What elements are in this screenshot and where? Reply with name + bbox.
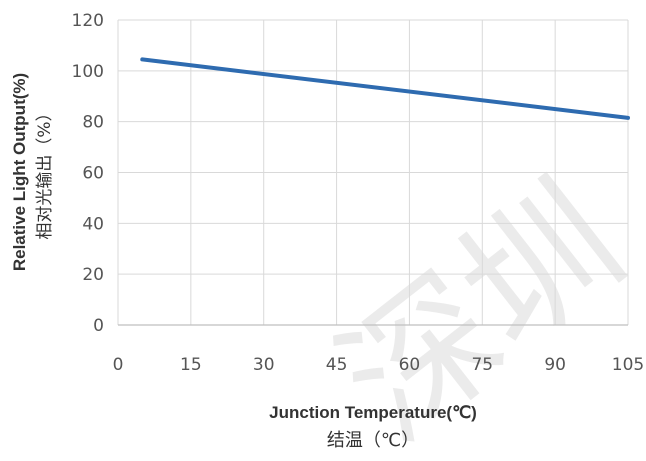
axis-labels: Junction Temperature(℃) 结温（℃） Relative L… (10, 73, 477, 451)
series (140, 57, 630, 120)
x-axis-label: Junction Temperature(℃) (269, 403, 477, 422)
y-tick-label: 20 (82, 265, 104, 285)
y-tick-label: 60 (82, 164, 104, 184)
y-tick-label: 120 (72, 11, 104, 31)
y-axis-label-cn: 相对光输出（%） (35, 104, 55, 239)
x-tick-label: 15 (180, 355, 202, 375)
y-tick-label: 40 (82, 214, 104, 234)
x-tick-label: 90 (544, 355, 566, 375)
x-tick-label: 0 (113, 355, 124, 375)
x-tick-label: 45 (326, 355, 348, 375)
x-tick-label: 105 (612, 355, 644, 375)
grid (117, 19, 629, 325)
x-tick-label: 30 (253, 355, 275, 375)
y-tick-label: 0 (93, 316, 104, 336)
x-tick-label: 60 (399, 355, 421, 375)
x-tick-label: 75 (471, 355, 493, 375)
x-axis-label-cn: 结温（℃） (327, 430, 419, 451)
y-axis-label: Relative Light Output(%) (10, 73, 29, 271)
y-tick-label: 100 (72, 62, 104, 82)
axes: 0 20 40 60 80 100 120 0 15 30 45 60 75 90 105 (72, 11, 645, 375)
series-line (140, 57, 630, 120)
y-tick-label: 80 (82, 113, 104, 133)
